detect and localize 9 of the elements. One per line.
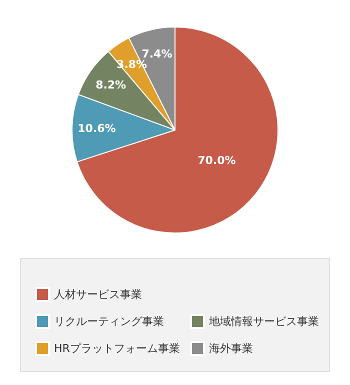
legend-label: 人材サービス事業 [54,288,142,301]
data-label: 70.0% [198,154,236,167]
legend-label: 海外事業 [209,342,253,355]
legend-label: リクルーティング事業 [54,315,164,328]
data-label: 8.2% [96,78,126,92]
legend-label: 地域情報サービス事業 [208,315,319,328]
data-label: 7.4% [142,47,172,60]
legend-label: HRプラットフォーム事業 [54,342,180,355]
data-label: 10.6% [78,122,116,136]
